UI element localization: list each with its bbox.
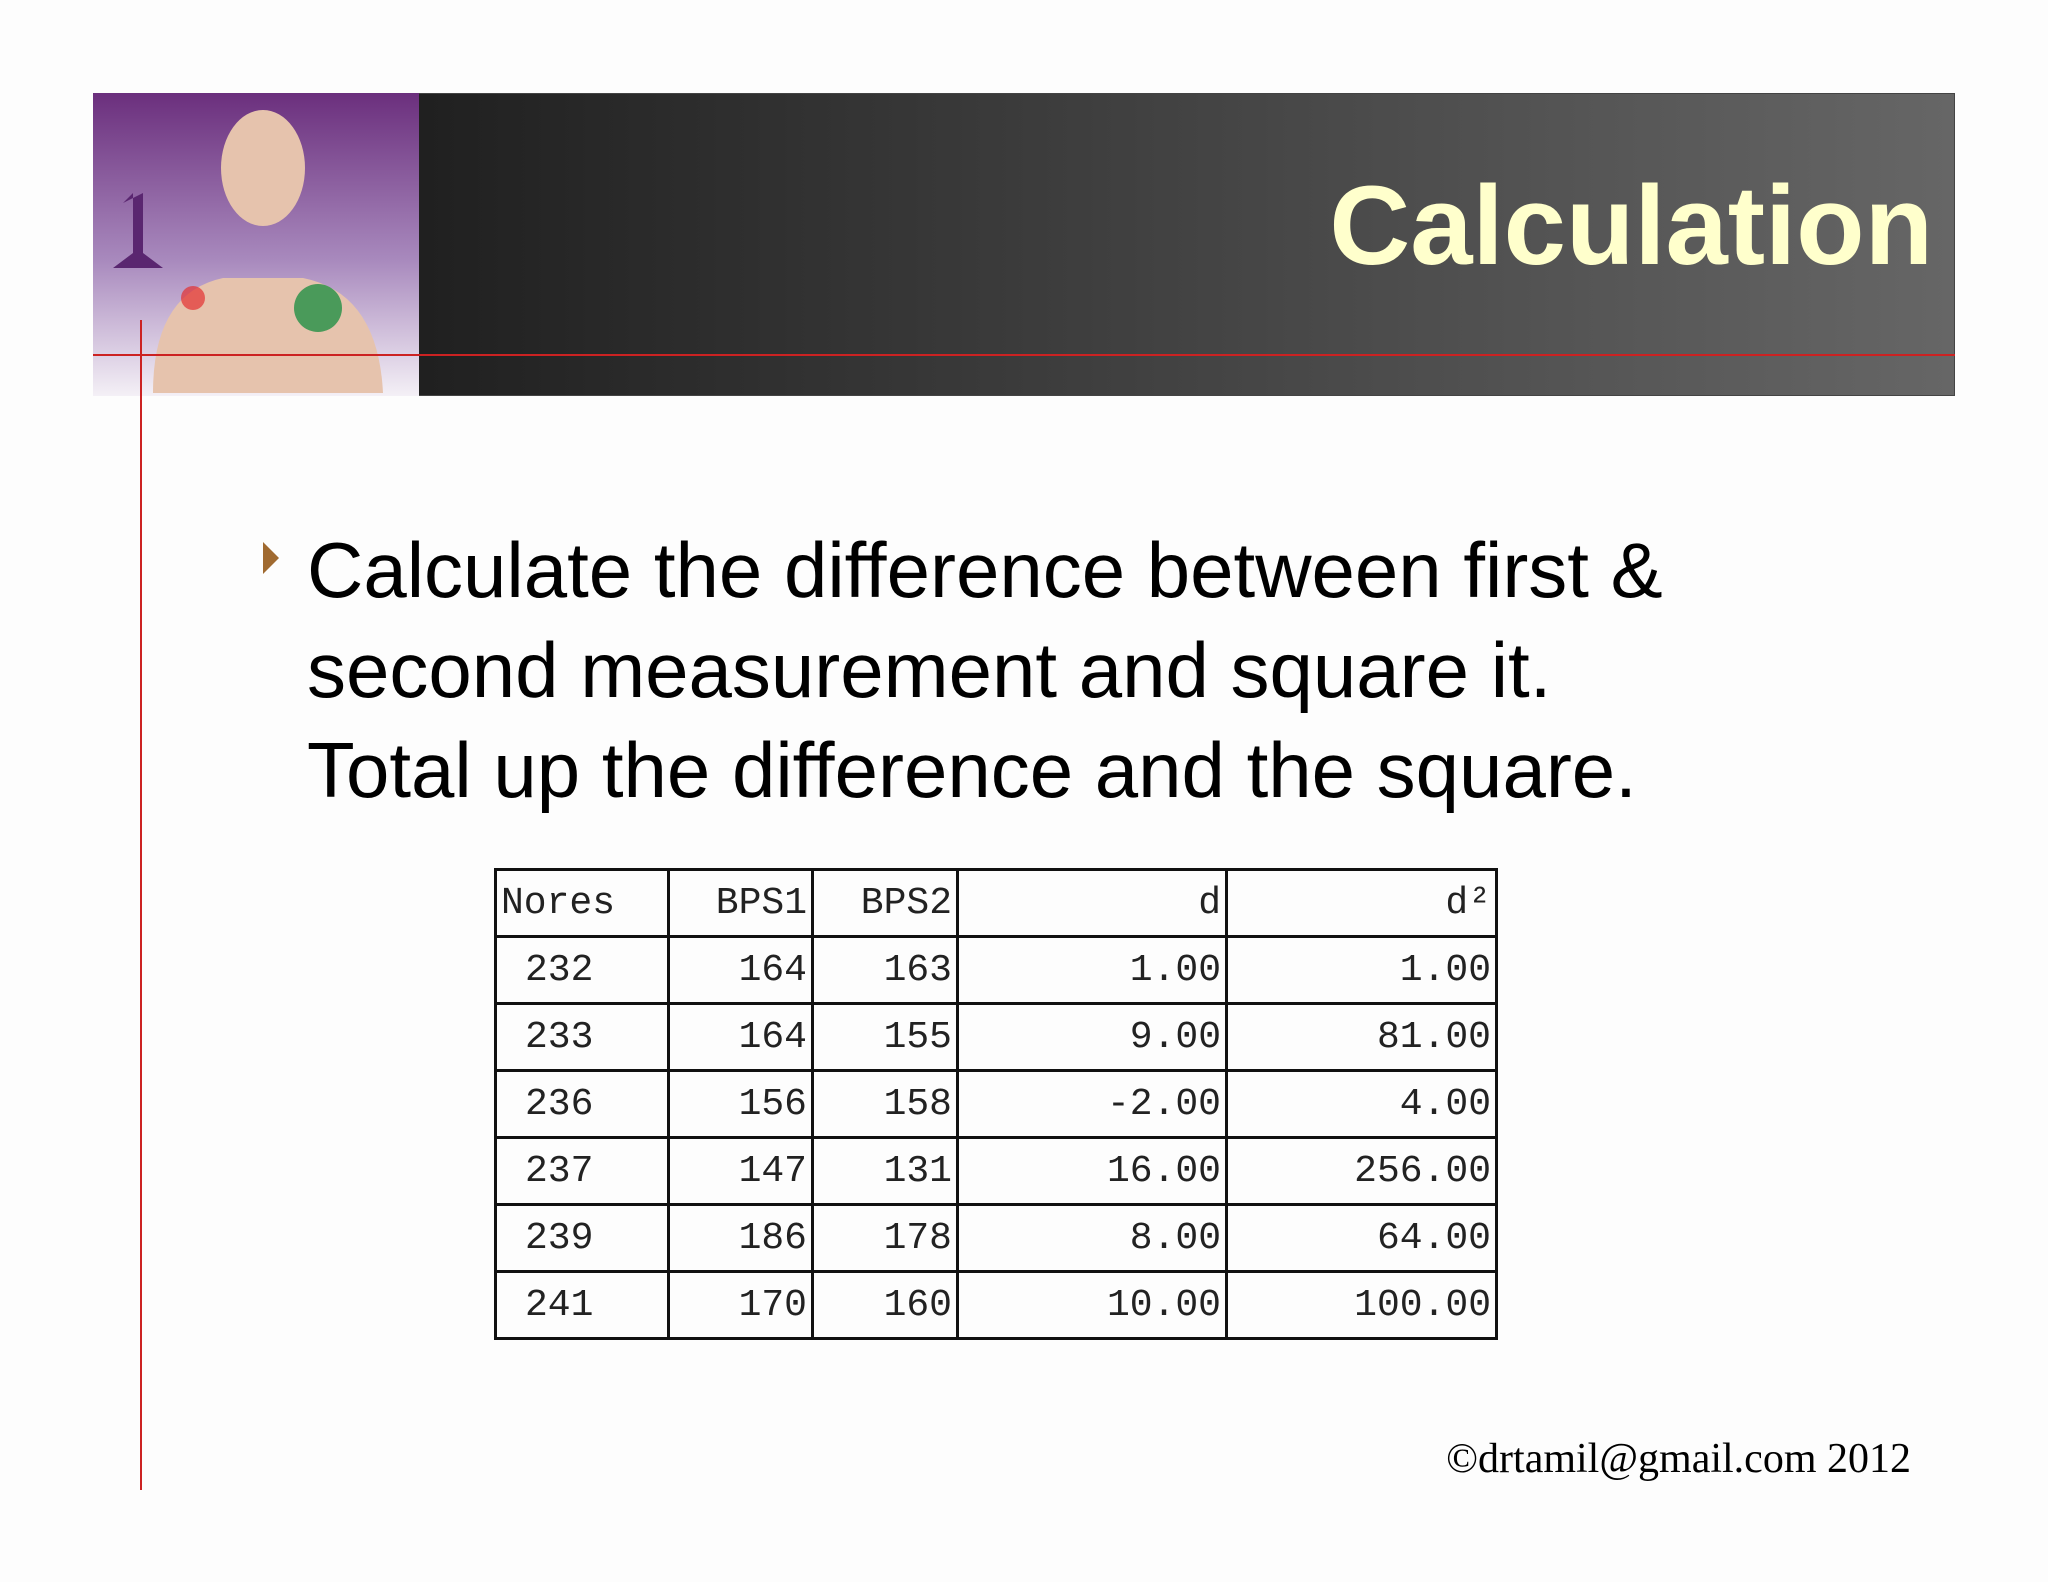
red-rule xyxy=(93,354,1955,356)
table-cell: 186 xyxy=(667,1203,814,1273)
table-row: 239 186 178 8.00 64.00 xyxy=(494,1203,1498,1273)
table-cell: 239 xyxy=(494,1203,670,1273)
table-row: 237 147 131 16.00 256.00 xyxy=(494,1136,1498,1206)
footer: ©drtamil@gmail.com 2012 xyxy=(1446,1436,1911,1482)
table-cell: 64.00 xyxy=(1225,1203,1498,1273)
table-cell: 237 xyxy=(494,1136,670,1206)
table-cell: -2.00 xyxy=(956,1069,1228,1139)
table-cell: 158 xyxy=(811,1069,959,1139)
table-cell: 10.00 xyxy=(956,1270,1228,1340)
table-cell: 241 xyxy=(494,1270,670,1340)
table-cell: 164 xyxy=(667,1002,814,1072)
table-cell: 256.00 xyxy=(1225,1136,1498,1206)
bullet-line: Calculate the difference between first & xyxy=(307,526,1663,614)
table-cell: 164 xyxy=(667,935,814,1005)
bullet-line: second measurement and square it. xyxy=(307,626,1552,714)
table-cell: 9.00 xyxy=(956,1002,1228,1072)
column-header: BPS1 xyxy=(667,868,814,938)
table-cell: 16.00 xyxy=(956,1136,1228,1206)
table-cell: 8.00 xyxy=(956,1203,1228,1273)
table-cell: 147 xyxy=(667,1136,814,1206)
table-cell: 81.00 xyxy=(1225,1002,1498,1072)
column-header: d xyxy=(956,868,1228,938)
table-cell: 233 xyxy=(494,1002,670,1072)
table-cell: 1.00 xyxy=(956,935,1228,1005)
table-cell: 170 xyxy=(667,1270,814,1340)
bullet-line: Total up the difference and the square. xyxy=(307,726,1637,814)
slide-title: Calculation xyxy=(1329,163,1933,288)
illustration xyxy=(113,110,383,393)
table-cell: 232 xyxy=(494,935,670,1005)
column-header: d² xyxy=(1225,868,1498,938)
header-illustration xyxy=(93,93,419,396)
bullet-text: Calculate the difference between first &… xyxy=(307,520,1663,820)
table-cell: 236 xyxy=(494,1069,670,1139)
table-cell: 156 xyxy=(667,1069,814,1139)
data-table: Nores BPS1 BPS2 d d² 232 164 163 1.00 1.00 233 164 1… xyxy=(494,868,1498,1340)
table-cell: 100.00 xyxy=(1225,1270,1498,1340)
column-header: BPS2 xyxy=(811,868,959,938)
table-row: 236 156 158 -2.00 4.00 xyxy=(494,1069,1498,1139)
bullet-marker xyxy=(263,542,279,574)
table-cell: 131 xyxy=(811,1136,959,1206)
table-cell: 4.00 xyxy=(1225,1069,1498,1139)
column-header: Nores xyxy=(494,868,670,938)
red-rule xyxy=(140,320,142,1490)
table-row: 241 170 160 10.00 100.00 xyxy=(494,1270,1498,1340)
table-cell: 178 xyxy=(811,1203,959,1273)
table-cell: 155 xyxy=(811,1002,959,1072)
table-cell: 160 xyxy=(811,1270,959,1340)
table-cell: 163 xyxy=(811,935,959,1005)
table-row: 233 164 155 9.00 81.00 xyxy=(494,1002,1498,1072)
header-row: Nores BPS1 BPS2 d d² xyxy=(494,868,1498,938)
table-cell: 1.00 xyxy=(1225,935,1498,1005)
table-row: 232 164 163 1.00 1.00 xyxy=(494,935,1498,1005)
